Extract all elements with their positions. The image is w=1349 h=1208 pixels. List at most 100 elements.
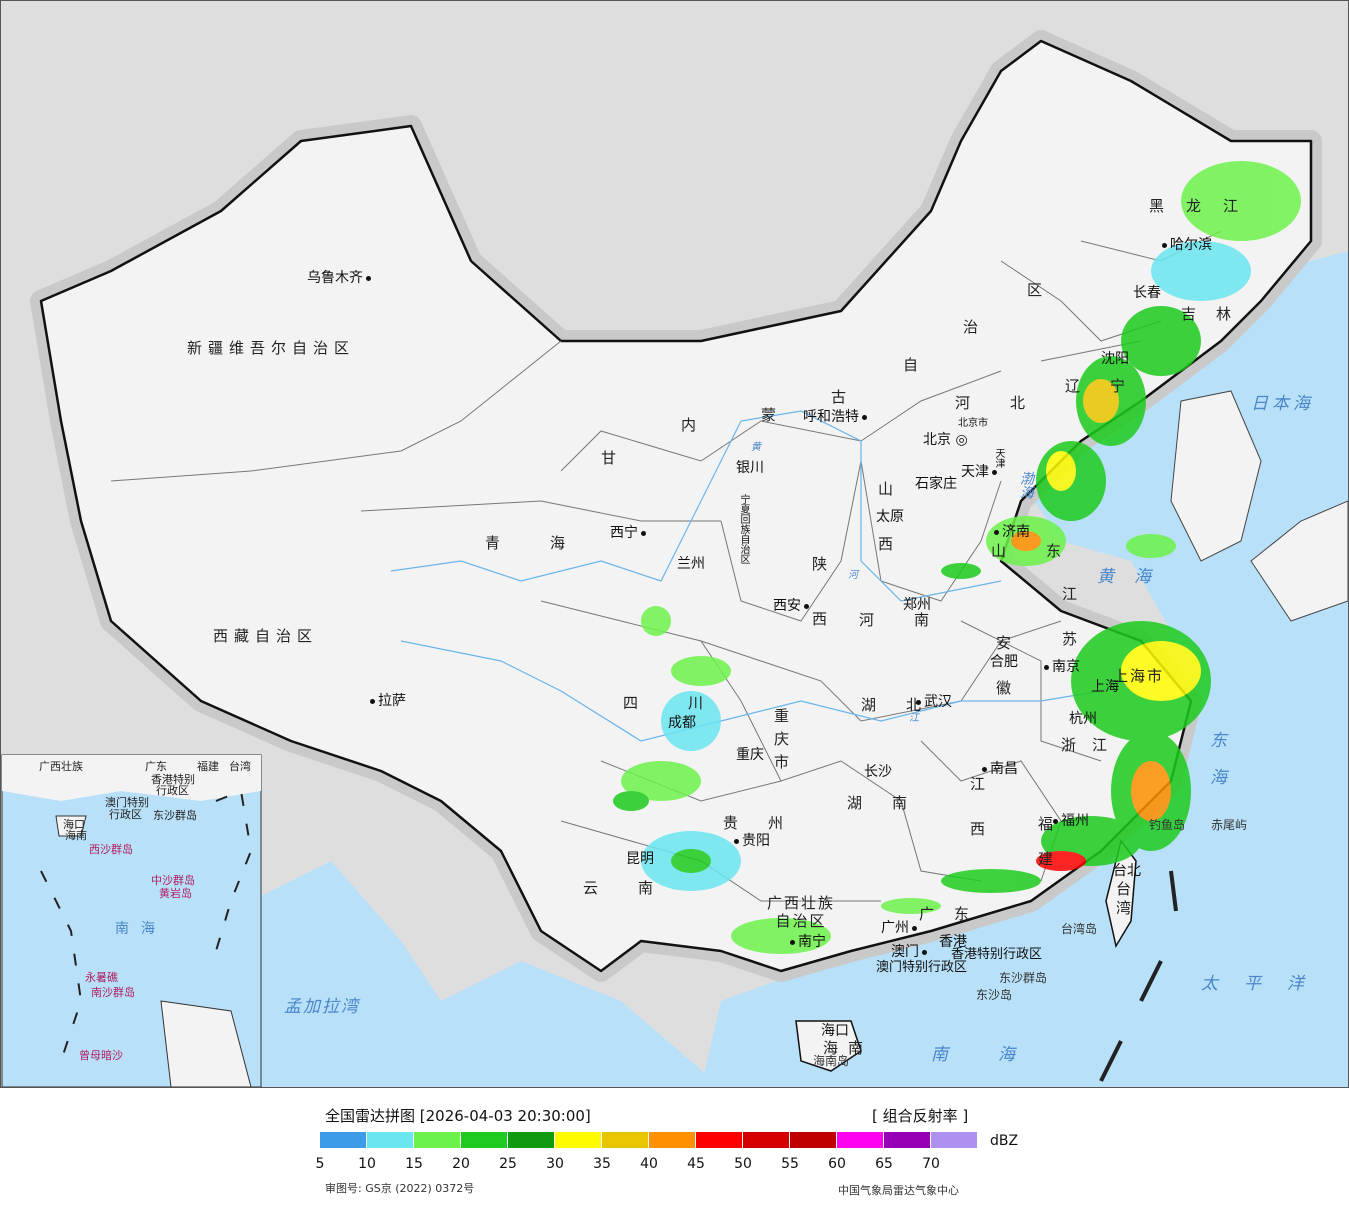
- legend-product: [ 组合反射率 ]: [872, 1107, 969, 1125]
- province-label-qinghai: 青海: [485, 534, 616, 552]
- province-label-hubei: 湖北: [861, 696, 952, 714]
- city-urumqi: 乌鲁木齐: [307, 271, 374, 285]
- island-label-hainan: 海南岛: [813, 1054, 850, 1068]
- province-label-shanxi: 山西: [876, 481, 894, 591]
- province-label-henan: 河南: [859, 611, 970, 629]
- province-label-jilin: 吉林: [1181, 305, 1252, 323]
- province-label-ningxia: 宁夏回族自治区: [738, 494, 749, 564]
- inset-label-nansha: 南沙群岛: [91, 986, 135, 999]
- province-label-jiangxi: 江西: [968, 776, 986, 866]
- legend-tick-label: 50: [734, 1156, 752, 1172]
- city-shanghai: 上海: [1091, 679, 1119, 695]
- city-chongqing: 重庆: [736, 747, 764, 763]
- inset-label-hk: 香港特别: [151, 773, 195, 786]
- radar-echoes: [613, 161, 1301, 954]
- inset-label-guangxi: 广西壮族: [39, 760, 83, 773]
- province-label-hunan: 湖南: [847, 794, 938, 812]
- river-label-he: 河: [848, 570, 858, 581]
- city-hohhot: 呼和浩特: [803, 410, 870, 424]
- province-label-shaanxi: 陕西: [810, 556, 828, 666]
- province-label-yunnan: 云南: [583, 879, 694, 897]
- legend-swatch: [414, 1132, 461, 1148]
- legend-tick-label: 40: [640, 1156, 658, 1172]
- inset-label-hainan: 海南: [65, 829, 87, 842]
- legend-swatch: [602, 1132, 649, 1148]
- province-label-neimenggu-zhi: 治: [963, 318, 985, 336]
- sea-label-huanghai: 黄海: [1097, 567, 1171, 587]
- city-macau: 澳门: [891, 945, 930, 959]
- inset-label-dongsha: 东沙群岛: [153, 809, 197, 822]
- province-label-sichuan: 四川: [623, 694, 754, 712]
- legend-tick-label: 45: [687, 1156, 705, 1172]
- city-taipei: 台北: [1113, 863, 1141, 879]
- legend-swatch: [743, 1132, 790, 1148]
- city-fuzhou: 福州: [1050, 814, 1089, 828]
- legend-title: 全国雷达拼图 [2026-04-03 20:30:00]: [325, 1107, 591, 1125]
- taiwan-island: [1105, 839, 1137, 948]
- city-xining: 西宁: [610, 526, 649, 540]
- province-label-jiangsu: 江苏: [1060, 586, 1078, 676]
- province-label-taiwan: 台湾: [1114, 881, 1132, 919]
- city-harbin: 哈尔滨: [1159, 238, 1212, 252]
- inset-label-taiwan: 台湾: [229, 760, 251, 773]
- legend-tick-label: 15: [405, 1156, 423, 1172]
- city-beijing: 北京 ◎: [923, 432, 968, 448]
- province-label-anhui: 安徽: [994, 635, 1012, 725]
- south-china-sea-inset: [1, 754, 262, 1087]
- city-hangzhou: 杭州: [1069, 711, 1097, 727]
- legend-tick-label: 30: [546, 1156, 564, 1172]
- inset-label-nanhai: 南海: [115, 921, 167, 937]
- city-changsha: 长沙: [864, 764, 892, 780]
- legend-tick-label: 25: [499, 1156, 517, 1172]
- province-label-xizang: 西藏自治区: [213, 627, 319, 645]
- inset-label-guangdong: 广东: [145, 760, 167, 773]
- province-label-neimenggu-gu: 古: [831, 388, 853, 406]
- legend-swatch: [320, 1132, 367, 1148]
- inset-label-xisha: 西沙群岛: [89, 843, 133, 856]
- legend-swatch: [837, 1132, 884, 1148]
- sea-label-ribenhai: 日本海: [1251, 394, 1314, 414]
- river-label-jiang: 江: [909, 713, 919, 724]
- province-label-shanghai: 上海市: [1113, 667, 1165, 685]
- province-label-heilongjiang: 黑龙江: [1149, 197, 1261, 215]
- province-label-beijing: 北京市: [958, 418, 988, 429]
- city-taiyuan: 太原: [876, 509, 904, 525]
- province-label-liaoning: 辽宁: [1065, 377, 1156, 395]
- inset-label-macau2: 行政区: [109, 808, 142, 821]
- island-label-taiwan: 台湾岛: [1061, 922, 1098, 936]
- city-zhengzhou: 郑州: [903, 597, 931, 613]
- legend-tick-label: 70: [922, 1156, 940, 1172]
- province-label-xinjiang: 新疆维吾尔自治区: [187, 339, 356, 357]
- legend-tick-label: 10: [358, 1156, 376, 1172]
- legend-swatch: [696, 1132, 743, 1148]
- river-label-huang: 黄: [751, 442, 761, 453]
- city-tianjin: 天津: [961, 465, 1000, 479]
- city-nanning: 南宁: [787, 935, 826, 949]
- city-hefei: 合肥: [990, 654, 1018, 670]
- inset-label-zengmu: 曾母暗沙: [79, 1049, 123, 1062]
- city-lhasa: 拉萨: [367, 694, 406, 708]
- bengal-sea: [251, 861, 721, 1087]
- legend-swatch: [884, 1132, 931, 1148]
- province-label-tianjin: 天津: [993, 448, 1004, 468]
- inset-label-huangyan: 黄岩岛: [159, 887, 192, 900]
- hainan-island: [795, 1020, 862, 1072]
- city-kunming: 昆明: [626, 851, 654, 867]
- city-shijiazhuang: 石家庄: [915, 476, 957, 492]
- legend-tick-label: 5: [315, 1156, 325, 1172]
- legend-tick-label: 65: [875, 1156, 893, 1172]
- island-label-chiwei: 赤尾屿: [1211, 818, 1248, 832]
- sea-label-bengal: 孟加拉湾: [284, 997, 360, 1017]
- province-label-guizhou: 贵州: [723, 814, 814, 832]
- city-xian: 西安: [773, 599, 812, 613]
- province-label-gansu: 甘: [601, 449, 623, 467]
- maritime-boundary: [1099, 870, 1178, 1082]
- province-label-hebei: 河北: [955, 394, 1066, 412]
- city-guangzhou: 广州: [881, 921, 920, 935]
- sea-label-donghai: 东海: [1206, 731, 1226, 805]
- city-changchun: 长春: [1133, 285, 1161, 301]
- island-label-diaoyu: 钓鱼岛: [1149, 818, 1186, 832]
- province-label-neimenggu-meng: 蒙: [761, 406, 783, 424]
- inset-label-hk2: 行政区: [156, 784, 189, 797]
- city-hongkong: 香港: [939, 934, 967, 950]
